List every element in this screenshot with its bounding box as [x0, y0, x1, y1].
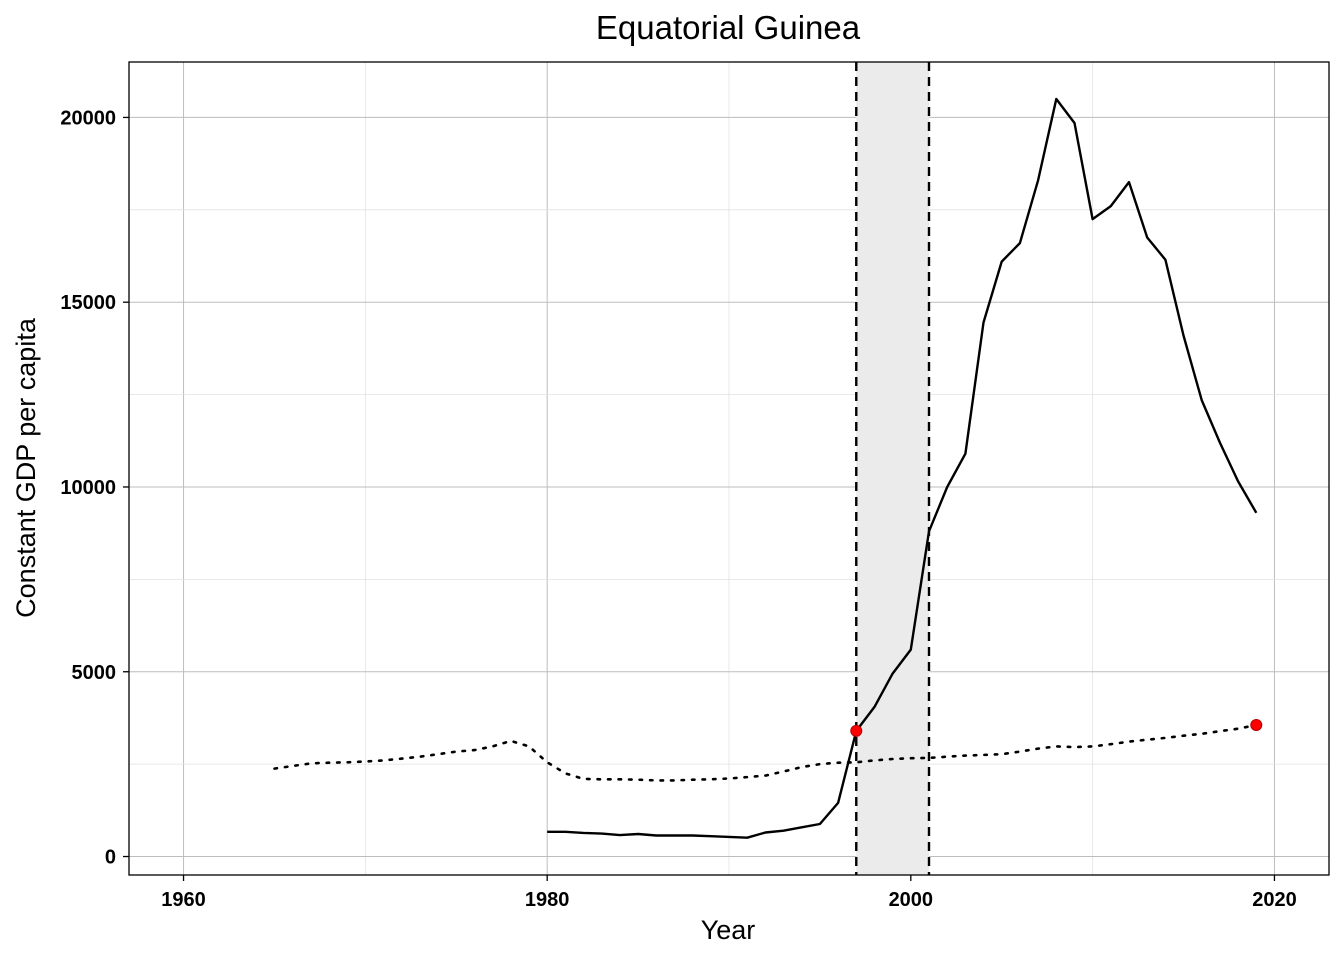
- y-tick-label: 0: [105, 847, 116, 869]
- shaded-region: [856, 62, 929, 875]
- highlight-points: [850, 718, 1263, 737]
- grid: [129, 62, 1329, 875]
- series-line-solid: [547, 97, 1258, 839]
- y-tick-label: 20000: [60, 107, 116, 129]
- x-tick-label: 1960: [161, 889, 206, 911]
- reference-lines: [855, 62, 931, 875]
- x-axis-title: Year: [701, 915, 756, 945]
- series-lines: [273, 97, 1258, 839]
- axis-ticks: 1960 1980 2000 2020 0 5000 10000 15000 20000: [60, 107, 1296, 911]
- x-tick-label: 2020: [1252, 889, 1297, 911]
- highlight-point: [850, 724, 863, 737]
- y-tick-label: 15000: [60, 292, 116, 314]
- chart-title: Equatorial Guinea: [596, 9, 861, 46]
- y-tick-label: 10000: [60, 477, 116, 499]
- highlight-point: [1250, 718, 1263, 731]
- plot-frame: [128, 61, 1330, 876]
- series-line-dotted: [273, 723, 1258, 782]
- y-tick-label: 5000: [72, 662, 117, 684]
- y-axis-title: Constant GDP per capita: [11, 317, 41, 618]
- x-tick-label: 2000: [889, 889, 934, 911]
- x-tick-label: 1980: [525, 889, 570, 911]
- treatment-period-shade: [856, 62, 929, 875]
